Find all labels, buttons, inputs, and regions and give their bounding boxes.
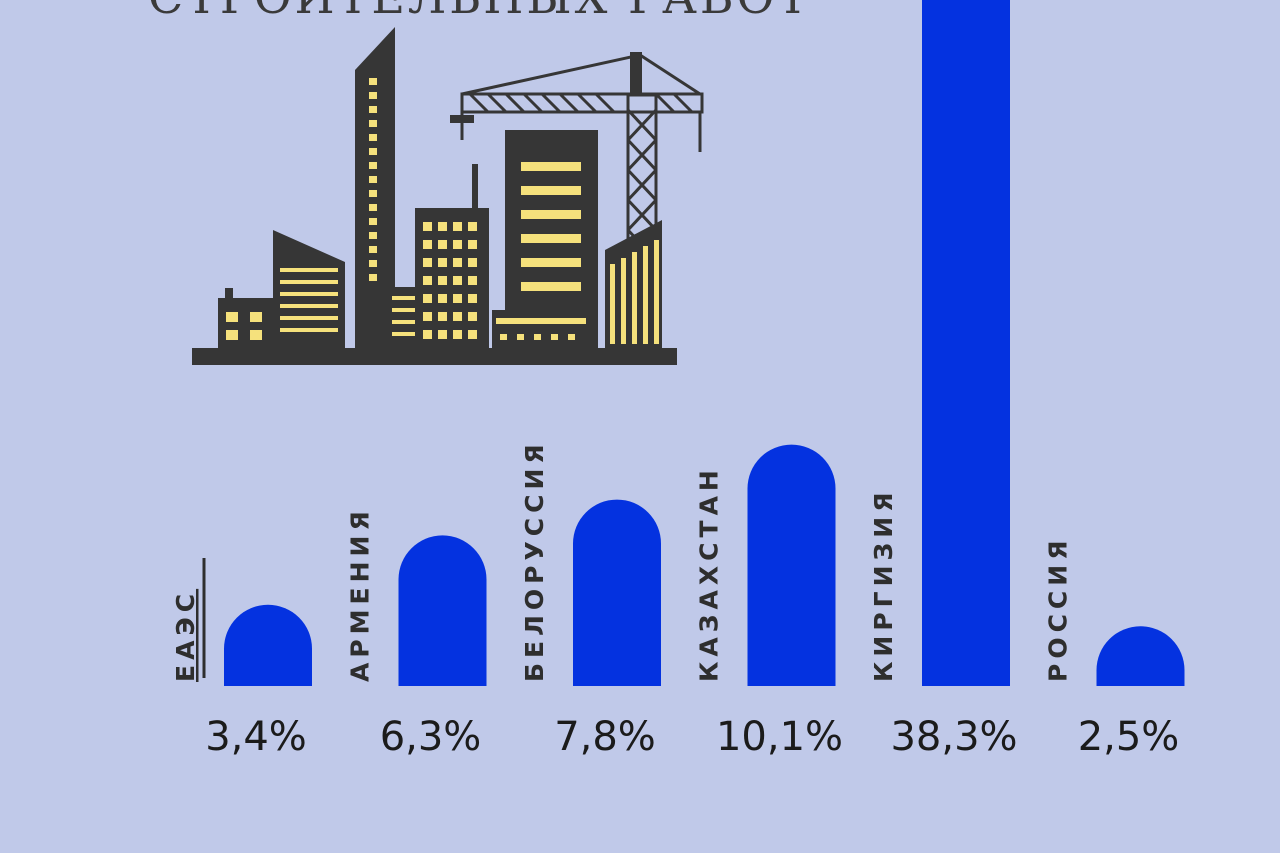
category-label: КИРГИЗИЯ: [869, 488, 898, 682]
value-label: 2,5%: [1078, 714, 1180, 760]
category-label: ЕАЭС: [171, 589, 200, 682]
page-title: СТРОИТЕЛЬНЫХ РАБОТ: [148, 0, 811, 24]
value-label: 10,1%: [716, 714, 843, 760]
bar-4: [747, 444, 836, 686]
bar-5: [922, 0, 1010, 686]
value-label: 38,3%: [890, 714, 1017, 760]
value-label: 7,8%: [554, 714, 656, 760]
category-label: АРМЕНИЯ: [346, 506, 375, 682]
bar-1: [224, 604, 312, 686]
bar-3: [573, 499, 661, 686]
category-label: РОССИЯ: [1044, 536, 1073, 682]
bar-6: [1096, 626, 1185, 686]
value-label: 6,3%: [380, 714, 482, 760]
bar-2: [398, 535, 487, 686]
category-label: КАЗАХСТАН: [695, 465, 724, 682]
value-label: 3,4%: [205, 714, 307, 760]
category-label: БЕЛОРУССИЯ: [520, 439, 549, 682]
